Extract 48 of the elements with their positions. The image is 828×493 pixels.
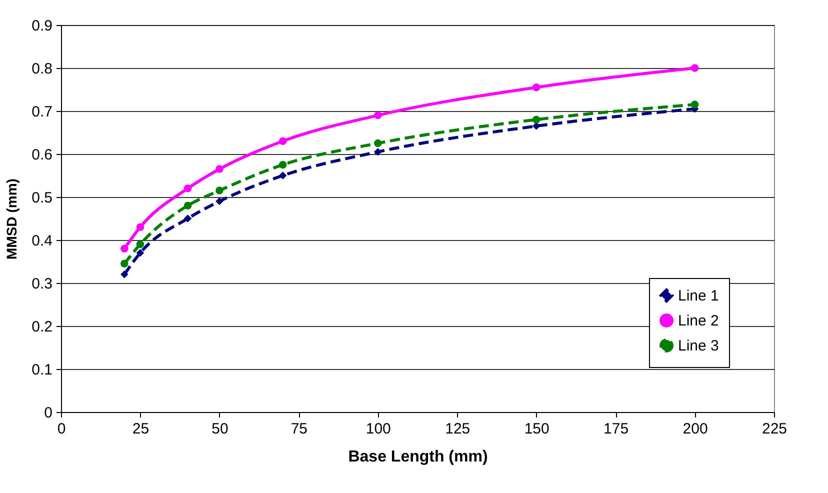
point <box>184 202 192 210</box>
x-tick-label: 200 <box>682 420 708 438</box>
x-tick-label: 75 <box>290 420 308 438</box>
point <box>184 214 192 222</box>
x-tick-label: 25 <box>132 420 150 438</box>
point <box>120 270 128 278</box>
x-tick-label: 225 <box>762 420 788 438</box>
point <box>120 244 128 252</box>
y-tick-label: 0 <box>44 404 52 422</box>
legend-label: Line 3 <box>678 338 719 354</box>
point <box>184 184 192 192</box>
point <box>216 186 224 194</box>
legend-label: Line 1 <box>678 288 719 304</box>
point <box>278 172 287 180</box>
point <box>136 223 144 231</box>
point <box>532 83 540 92</box>
y-axis-title: MMSD (mm) <box>4 178 20 260</box>
point <box>690 64 699 72</box>
x-axis-title: Base Length (mm) <box>348 448 488 466</box>
point <box>216 165 224 173</box>
y-tick-label: 0.6 <box>32 146 52 164</box>
x-tick-label: 0 <box>57 420 66 438</box>
point <box>120 260 128 268</box>
y-tick-label: 0.2 <box>32 318 52 336</box>
y-tick-label: 0.8 <box>32 60 52 78</box>
y-tick-label: 0.3 <box>32 276 52 292</box>
x-tick-label: 125 <box>445 420 470 438</box>
point <box>690 100 699 108</box>
point <box>216 197 224 206</box>
y-tick-label: 0.5 <box>32 190 52 206</box>
y-tick-label: 0.7 <box>32 104 52 120</box>
point <box>136 249 144 257</box>
y-tick-label: 0.9 <box>32 18 52 34</box>
point <box>374 111 382 120</box>
point <box>136 240 144 248</box>
x-tick-label: 175 <box>604 420 629 438</box>
point <box>278 137 287 145</box>
x-tick-label: 50 <box>212 420 228 438</box>
point <box>532 116 540 124</box>
y-tick-label: 0.1 <box>32 362 52 378</box>
point <box>532 122 540 130</box>
point <box>278 160 287 169</box>
legend-label: Line 2 <box>678 312 719 330</box>
point <box>374 139 382 148</box>
x-tick-label: 150 <box>524 420 550 438</box>
y-tick-label: 0.4 <box>32 232 52 250</box>
x-tick-label: 100 <box>366 420 391 438</box>
point <box>374 148 382 156</box>
